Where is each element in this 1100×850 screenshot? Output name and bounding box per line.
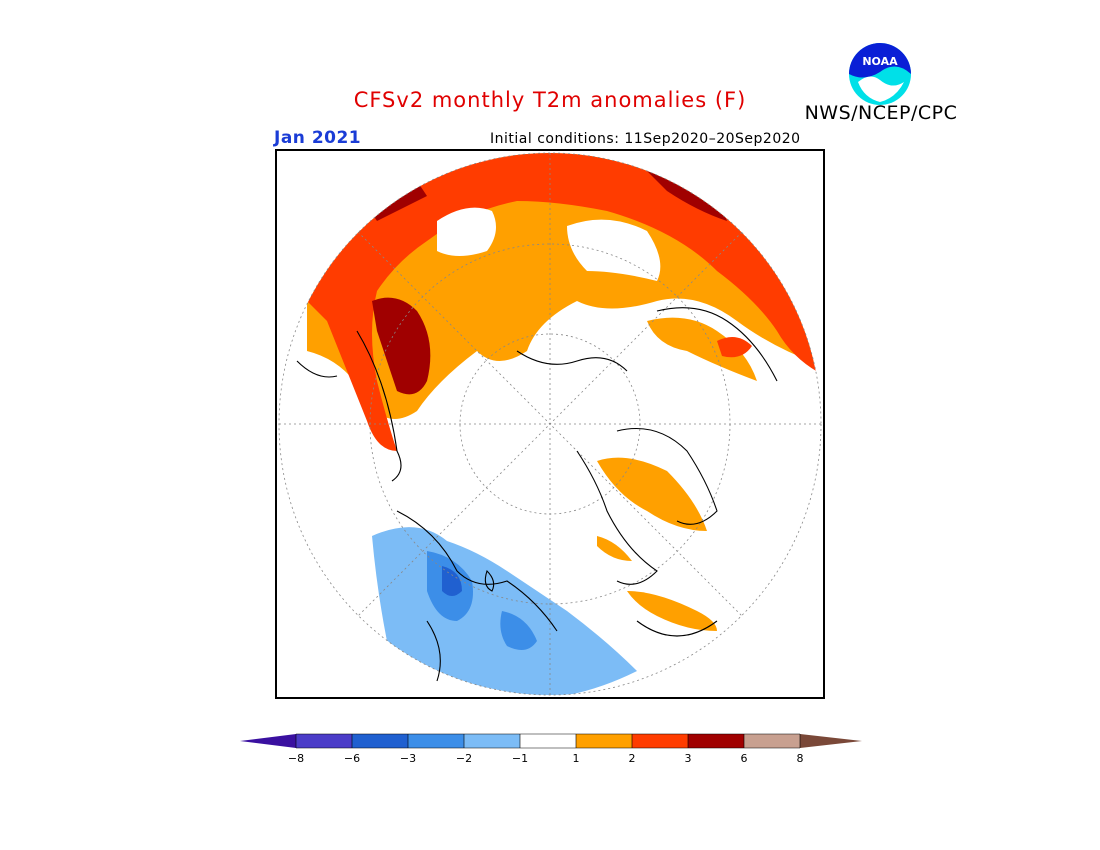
legend-tick-label: −6 — [344, 752, 360, 765]
anomaly-region-orange-med — [597, 536, 632, 561]
neutral-region-1 — [437, 207, 496, 256]
legend-swatch-8 — [688, 734, 744, 748]
neutral-region-2 — [567, 219, 661, 281]
legend-swatch-5 — [520, 734, 576, 748]
polar-map-canvas — [278, 152, 822, 696]
legend-swatch-0 — [240, 734, 296, 748]
anomaly-region-midblue-na-2 — [500, 611, 537, 650]
anomaly-region-orange-asia — [647, 317, 757, 381]
anomaly-region-darkred-north — [372, 297, 431, 395]
noaa-logo: NOAA — [849, 43, 911, 105]
legend-tick-label: 6 — [741, 752, 748, 765]
graticule — [278, 152, 822, 696]
color-legend: −8 −6 −3 −2 −1 1 2 3 6 8 — [240, 733, 862, 765]
forecast-month: Jan 2021 — [274, 128, 362, 148]
legend-swatch-1 — [296, 734, 352, 748]
legend-tick-label: 8 — [797, 752, 804, 765]
polar-map — [275, 149, 825, 699]
legend-swatch-2 — [352, 734, 408, 748]
anomaly-region-orange-mideast — [627, 591, 717, 631]
legend-tick-label: −3 — [400, 752, 416, 765]
legend-swatch-4 — [464, 734, 520, 748]
anomaly-region-orange-europe — [597, 457, 707, 531]
anomaly-region-blue-na — [442, 566, 462, 596]
legend-tick-label: −2 — [456, 752, 472, 765]
legend-swatch-6 — [576, 734, 632, 748]
anomaly-region-red-north — [297, 153, 821, 451]
legend-swatch-7 — [632, 734, 688, 748]
legend-swatch-9 — [744, 734, 800, 748]
legend-tick-label: 1 — [573, 752, 580, 765]
agency-label: NWS/NCEP/CPC — [804, 102, 958, 124]
map-title: CFSv2 monthly T2m anomalies (F) — [353, 88, 747, 112]
legend-tick-label: 2 — [629, 752, 636, 765]
anomaly-region-red-asia — [717, 337, 752, 358]
legend-swatch-10 — [800, 734, 862, 748]
initial-conditions: Initial conditions: 11Sep2020–20Sep2020 — [490, 131, 801, 147]
noaa-logo-text: NOAA — [862, 55, 898, 68]
coastlines — [296, 307, 778, 682]
legend-swatch-3 — [408, 734, 464, 748]
legend-tick-label: −8 — [288, 752, 304, 765]
legend-tick-label: 3 — [685, 752, 692, 765]
legend-tick-label: −1 — [512, 752, 528, 765]
